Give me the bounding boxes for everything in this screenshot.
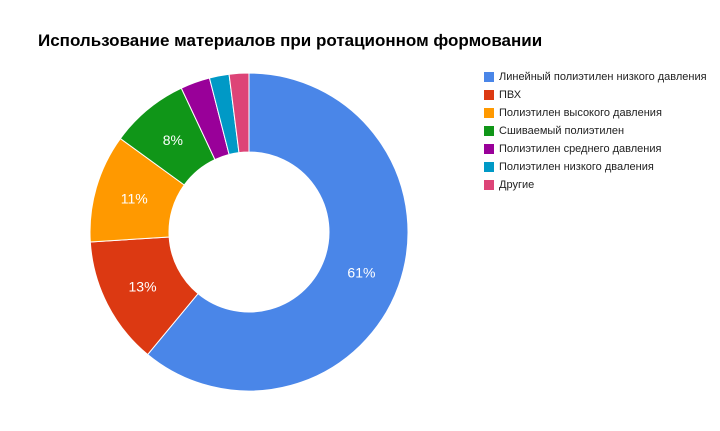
legend-swatch: [484, 180, 494, 190]
slice-label-4: 8%: [163, 132, 183, 148]
legend-item-6[interactable]: Полиэтилен низкого дваления: [484, 161, 707, 173]
legend-label: Полиэтилен среднего давления: [499, 143, 662, 155]
legend-item-4[interactable]: Сшиваемый полиэтилен: [484, 125, 707, 137]
chart-title: Использование материалов при ротационном…: [38, 31, 543, 50]
legend-item-3[interactable]: Полиэтилен высокого давления: [484, 107, 707, 119]
slice-label-2: 13%: [129, 278, 157, 294]
legend-item-7[interactable]: Другие: [484, 179, 707, 191]
legend-item-1[interactable]: Линейный полиэтилен низкого давления: [484, 71, 707, 83]
legend-swatch: [484, 144, 494, 154]
legend-label: Полиэтилен низкого дваления: [499, 161, 654, 173]
legend-label: ПВХ: [499, 89, 522, 101]
chart-legend: Линейный полиэтилен низкого давления ПВХ П…: [484, 71, 707, 197]
legend-swatch: [484, 126, 494, 136]
legend-label: Другие: [499, 179, 535, 191]
legend-label: Сшиваемый полиэтилен: [499, 125, 625, 137]
legend-swatch: [484, 72, 494, 82]
legend-swatch: [484, 162, 494, 172]
legend-label: Линейный полиэтилен низкого давления: [499, 71, 707, 83]
slice-label-1: 61%: [347, 264, 375, 280]
legend-item-2[interactable]: ПВХ: [484, 89, 707, 101]
donut-slice-7[interactable]: [228, 72, 250, 154]
legend-item-5[interactable]: Полиэтилен среднего давления: [484, 143, 707, 155]
legend-swatch: [484, 90, 494, 100]
slice-label-3: 11%: [121, 191, 148, 207]
legend-label: Полиэтилен высокого давления: [499, 107, 662, 119]
legend-swatch: [484, 108, 494, 118]
donut-slice-1[interactable]: [146, 72, 409, 392]
